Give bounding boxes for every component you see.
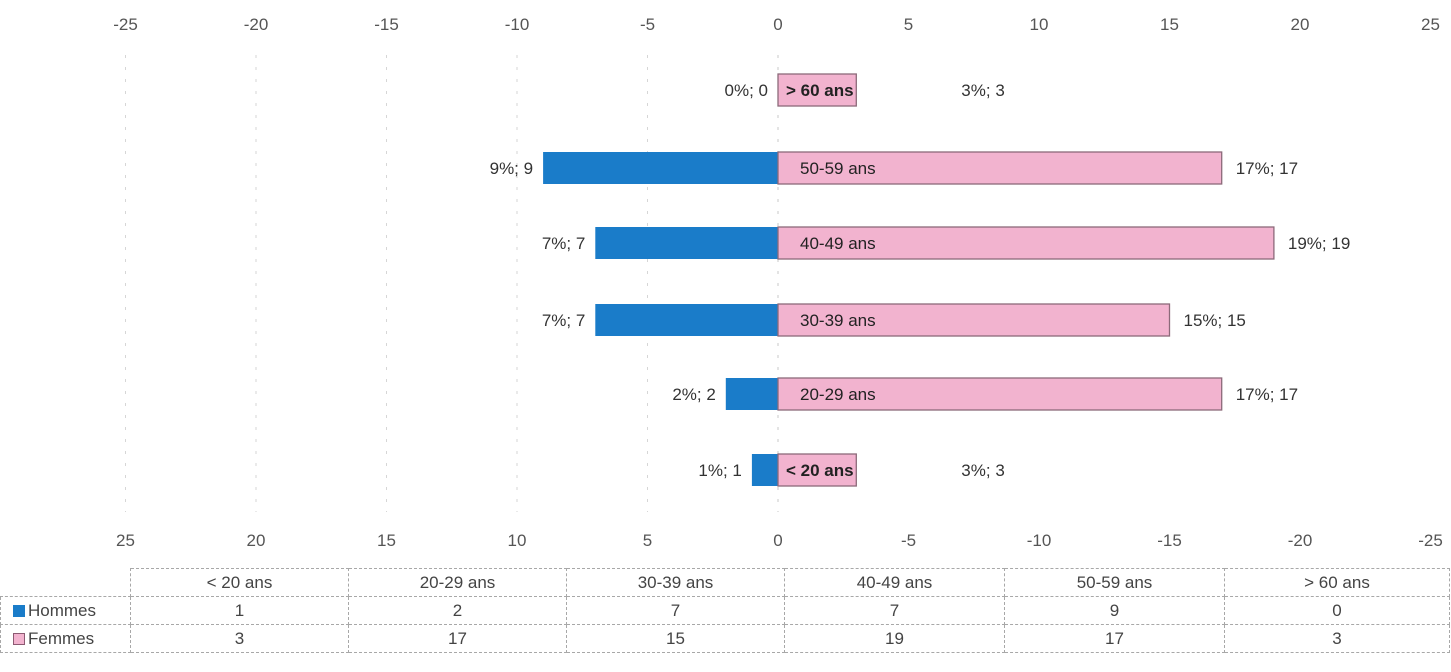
bottom-tick-label: 20 (247, 531, 266, 550)
top-tick-label: 10 (1030, 15, 1049, 34)
table-row: Femmes 3 17 15 19 17 3 (0, 624, 1450, 653)
category-label: 40-49 ans (800, 234, 876, 253)
value-label-hommes: 2%; 2 (672, 385, 715, 404)
bottom-tick-label: -25 (1418, 531, 1443, 550)
table-column-header: < 20 ans (130, 568, 349, 597)
table-series-label: Femmes (0, 624, 131, 653)
table-cell: 7 (784, 596, 1005, 625)
top-tick-label: 5 (904, 15, 913, 34)
category-label: 30-39 ans (800, 311, 876, 330)
category-label: > 60 ans (786, 81, 854, 100)
table-column-header: 40-49 ans (784, 568, 1005, 597)
value-label-hommes: 1%; 1 (698, 461, 741, 480)
bottom-axis: 25 20 15 10 5 0 -5 -10 -15 -20 -25 (116, 531, 1443, 550)
top-tick-label: 15 (1160, 15, 1179, 34)
table-column-header: 30-39 ans (566, 568, 785, 597)
bar-femmes (777, 377, 1223, 411)
legend-label: Hommes (28, 600, 97, 620)
value-label-femmes: 3%; 3 (961, 81, 1004, 100)
value-label-hommes: 0%; 0 (725, 81, 768, 100)
bar-femmes (777, 151, 1223, 185)
legend-swatch (13, 604, 25, 617)
value-label-femmes: 15%; 15 (1184, 311, 1246, 330)
value-label-femmes: 19%; 19 (1288, 234, 1350, 253)
table-cell: 3 (1224, 624, 1450, 653)
value-label-femmes: 3%; 3 (961, 461, 1004, 480)
table-cell: 9 (1004, 596, 1225, 625)
top-axis: -25 -20 -15 -10 -5 0 5 10 15 20 25 (113, 15, 1440, 34)
top-tick-label: -20 (244, 15, 269, 34)
bottom-tick-label: 25 (116, 531, 135, 550)
bottom-tick-label: 15 (377, 531, 396, 550)
table-cell: 0 (1224, 596, 1450, 625)
bottom-tick-label: 10 (508, 531, 527, 550)
top-tick-label: 25 (1421, 15, 1440, 34)
table-cell: 15 (566, 624, 785, 653)
bar-femmes (777, 73, 857, 107)
table-cell: 1 (130, 596, 349, 625)
bar-hommes (595, 304, 778, 336)
category-label: 50-59 ans (800, 159, 876, 178)
value-label-hommes: 7%; 7 (542, 311, 585, 330)
bottom-tick-label: 5 (643, 531, 652, 550)
bottom-tick-label: -10 (1027, 531, 1052, 550)
bar-femmes (777, 303, 1171, 337)
top-tick-label: -10 (505, 15, 530, 34)
legend-swatch (13, 632, 25, 645)
category-label: 20-29 ans (800, 385, 876, 404)
data-table: < 20 ans 20-29 ans 30-39 ans 40-49 ans 50-59… (0, 568, 1450, 653)
category-label: < 20 ans (786, 461, 854, 480)
bars (543, 73, 1275, 487)
table-cell: 19 (784, 624, 1005, 653)
value-label-femmes: 17%; 17 (1236, 159, 1298, 178)
bottom-tick-label: -20 (1288, 531, 1313, 550)
bar-femmes (777, 226, 1275, 260)
table-column-header: 20-29 ans (348, 568, 567, 597)
table-column-header: > 60 ans (1224, 568, 1450, 597)
table-cell: 17 (348, 624, 567, 653)
bottom-tick-label: 0 (773, 531, 782, 550)
data-labels: < 20 ans 1%; 1 3%; 3 20-29 ans 2%; 2 17%; 17 3… (490, 81, 1351, 480)
top-tick-label: 20 (1291, 15, 1310, 34)
bar-hommes (725, 378, 778, 410)
table-cell: 3 (130, 624, 349, 653)
value-label-femmes: 17%; 17 (1236, 385, 1298, 404)
table-series-label: Hommes (0, 596, 131, 625)
top-tick-label: -5 (640, 15, 655, 34)
top-tick-label: -15 (374, 15, 399, 34)
bottom-tick-label: -15 (1157, 531, 1182, 550)
top-tick-label: 0 (773, 15, 782, 34)
bar-hommes (595, 227, 778, 259)
table-cell: 17 (1004, 624, 1225, 653)
bar-hommes (543, 152, 778, 184)
value-label-hommes: 7%; 7 (542, 234, 585, 253)
bar-femmes (777, 453, 857, 487)
top-tick-label: -25 (113, 15, 138, 34)
value-label-hommes: 9%; 9 (490, 159, 533, 178)
table-corner (0, 568, 131, 597)
legend-label: Femmes (28, 628, 95, 648)
dashed-guides (125, 55, 779, 512)
table-column-header: 50-59 ans (1004, 568, 1225, 597)
table-header-row: < 20 ans 20-29 ans 30-39 ans 40-49 ans 50-59… (0, 568, 1450, 597)
pyramid-chart: -25 -20 -15 -10 -5 0 5 10 15 20 25 < 20 ans 1%; 1 3%… (113, 15, 1443, 550)
table-row: Hommes 1 2 7 7 9 0 (0, 596, 1450, 625)
table-cell: 2 (348, 596, 567, 625)
bottom-tick-label: -5 (901, 531, 916, 550)
table-cell: 7 (566, 596, 785, 625)
bar-hommes (751, 454, 778, 486)
table-body: Hommes 1 2 7 7 9 0 Femmes 3 17 15 19 17 3 (0, 596, 1450, 653)
